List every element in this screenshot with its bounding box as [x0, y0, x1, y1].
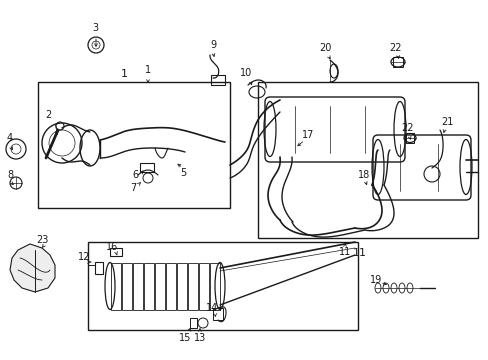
Text: 19: 19	[369, 275, 381, 285]
Text: 17: 17	[301, 130, 314, 140]
Bar	[121, 263, 131, 310]
Text: 3: 3	[92, 23, 98, 33]
Bar	[198, 263, 208, 310]
Bar	[405, 133, 413, 143]
Polygon shape	[10, 244, 55, 292]
Bar	[110, 263, 120, 310]
Text: 6: 6	[132, 170, 138, 180]
Bar	[88, 242, 357, 330]
Text: 5: 5	[180, 168, 186, 178]
Bar	[213, 308, 223, 320]
Text: 14: 14	[205, 303, 218, 313]
Bar	[132, 263, 142, 310]
Bar	[392, 57, 402, 67]
Bar	[140, 163, 154, 172]
Text: 1: 1	[144, 65, 151, 75]
Text: 18: 18	[357, 170, 369, 180]
Bar	[38, 82, 229, 208]
Text: 22: 22	[388, 43, 401, 53]
Text: 12: 12	[78, 252, 90, 262]
Bar	[154, 263, 164, 310]
Bar	[110, 248, 122, 256]
Text: 8: 8	[7, 170, 13, 180]
Text: 11: 11	[338, 247, 350, 257]
Text: 23: 23	[36, 235, 48, 245]
Bar	[95, 262, 103, 274]
Bar	[190, 318, 197, 328]
Bar	[187, 263, 197, 310]
Text: 2: 2	[45, 110, 51, 120]
Bar	[209, 263, 219, 310]
Text: 20: 20	[318, 43, 330, 53]
Text: 9: 9	[209, 40, 216, 50]
Text: 11: 11	[352, 248, 366, 258]
Bar	[143, 263, 153, 310]
Text: 7: 7	[130, 183, 136, 193]
Text: 13: 13	[193, 333, 206, 343]
Bar	[258, 82, 477, 238]
Bar	[210, 75, 224, 85]
Bar	[176, 263, 186, 310]
Text: 22: 22	[400, 123, 412, 133]
Text: 1: 1	[121, 69, 128, 79]
Text: 16: 16	[106, 242, 118, 252]
Bar	[165, 263, 175, 310]
Text: 10: 10	[240, 68, 252, 78]
Text: 21: 21	[440, 117, 452, 127]
Text: 4: 4	[7, 133, 13, 143]
Text: 15: 15	[179, 333, 191, 343]
